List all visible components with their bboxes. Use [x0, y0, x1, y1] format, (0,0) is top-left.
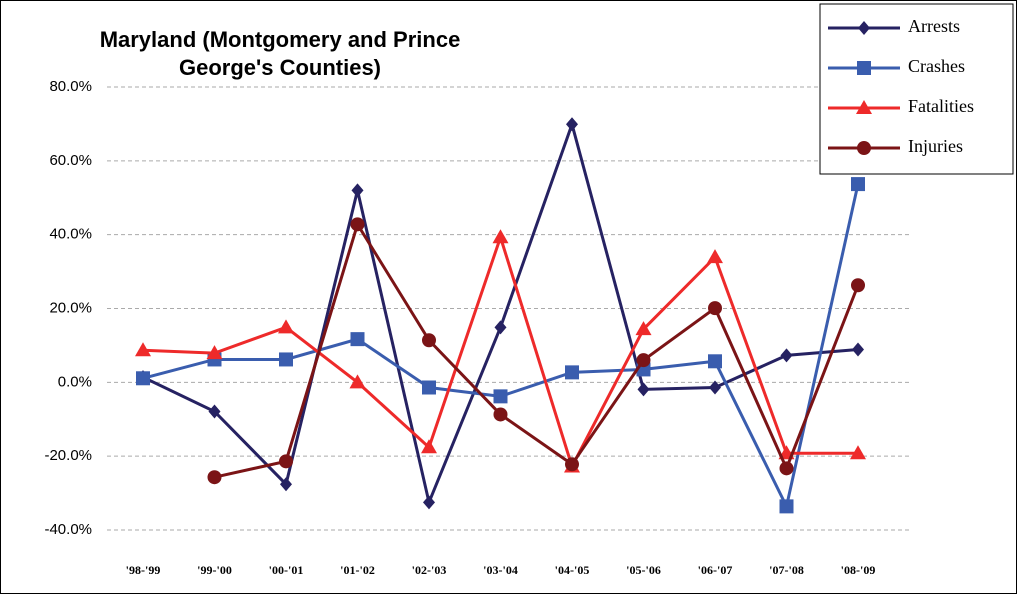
data-point [135, 342, 151, 357]
data-point [493, 389, 508, 404]
y-tick-label: 80.0% [49, 78, 92, 95]
y-tick-label: 0.0% [58, 373, 92, 390]
data-point [708, 354, 722, 369]
series-line [142, 119, 859, 508]
legend-label: Injuries [908, 136, 963, 156]
data-point [708, 301, 722, 316]
x-tick-label: '04-'05 [555, 563, 590, 577]
data-point [709, 380, 721, 395]
legend-marker [856, 100, 872, 114]
data-point [350, 217, 365, 232]
x-tick-label: '06-'07 [698, 563, 733, 577]
data-point [635, 321, 652, 336]
data-point [492, 229, 509, 244]
x-tick-label: '07-'08 [769, 563, 804, 577]
x-tick-label: '00-'01 [269, 563, 304, 577]
data-point [779, 461, 794, 476]
data-point [779, 499, 794, 514]
y-tick-label: 20.0% [49, 299, 92, 316]
data-point [422, 333, 436, 348]
data-point [566, 117, 578, 132]
data-point [278, 319, 294, 334]
chart-title: Maryland (Montgomery and Prince George's… [99, 27, 461, 80]
data-point [565, 365, 579, 380]
legend-box [819, 3, 1014, 175]
data-point [493, 407, 508, 422]
x-tick-label: '05-'06 [626, 563, 661, 577]
data-point [850, 445, 866, 460]
x-tick-label: '08-'09 [841, 563, 876, 577]
legend-label: Arrests [908, 16, 960, 36]
data-point [279, 352, 293, 367]
data-point [351, 183, 364, 198]
data-point [494, 320, 507, 335]
data-point [780, 348, 793, 363]
data-point [136, 371, 150, 386]
y-tick-label: -40.0% [44, 521, 92, 538]
data-point [565, 457, 579, 472]
data-point [851, 177, 865, 192]
data-point [851, 278, 865, 293]
data-point [349, 374, 366, 389]
legend-marker [858, 21, 870, 35]
x-tick-label: '03-'04 [483, 563, 518, 577]
legend-marker [857, 61, 871, 75]
data-point [707, 249, 723, 264]
x-tick-label: '98-'99 [126, 563, 161, 577]
x-tick-label: '01-'02 [340, 563, 375, 577]
data-point [207, 470, 222, 485]
x-tick-label: '02-'03 [412, 563, 447, 577]
data-point [637, 382, 650, 397]
data-point [208, 404, 221, 419]
y-tick-label: 40.0% [49, 226, 92, 243]
data-point [423, 495, 435, 510]
y-tick-label: -20.0% [44, 447, 92, 464]
legend-marker [857, 141, 871, 155]
data-point [350, 332, 365, 347]
data-point [852, 342, 864, 357]
legend-label: Crashes [908, 56, 965, 76]
x-tick-label: '99-'00 [197, 563, 232, 577]
data-point [279, 454, 293, 469]
series-line [214, 220, 860, 479]
y-tick-label: 60.0% [49, 152, 92, 169]
data-point [636, 353, 651, 368]
legend-label: Fatalities [908, 96, 974, 116]
data-point [422, 380, 436, 395]
data-point [206, 345, 223, 360]
data-point [280, 477, 292, 492]
data-point [421, 439, 437, 454]
